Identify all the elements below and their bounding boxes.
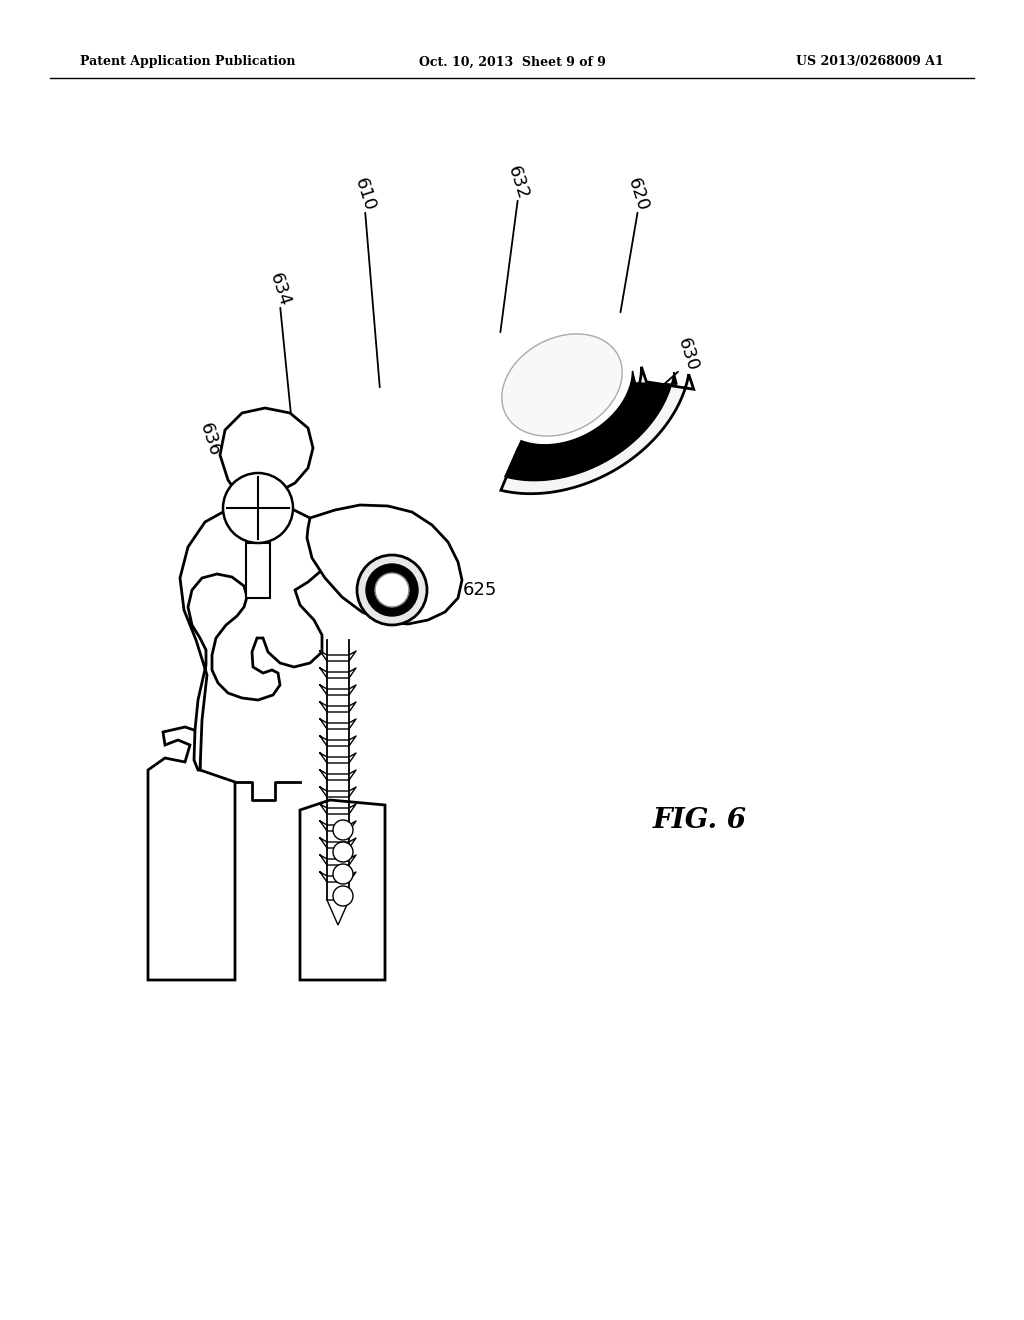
Text: 610: 610 bbox=[351, 176, 379, 214]
Circle shape bbox=[333, 842, 353, 862]
Text: 632: 632 bbox=[504, 164, 531, 202]
Circle shape bbox=[375, 573, 409, 607]
Text: 620: 620 bbox=[625, 176, 652, 214]
Circle shape bbox=[333, 865, 353, 884]
Text: 630: 630 bbox=[674, 337, 701, 374]
Polygon shape bbox=[327, 900, 349, 925]
Text: Oct. 10, 2013  Sheet 9 of 9: Oct. 10, 2013 Sheet 9 of 9 bbox=[419, 55, 605, 69]
Text: 634: 634 bbox=[266, 271, 294, 309]
Text: Patent Application Publication: Patent Application Publication bbox=[80, 55, 296, 69]
Polygon shape bbox=[246, 543, 270, 598]
Text: 625: 625 bbox=[463, 581, 498, 599]
Polygon shape bbox=[220, 408, 313, 500]
Text: US 2013/0268009 A1: US 2013/0268009 A1 bbox=[797, 55, 944, 69]
Circle shape bbox=[357, 554, 427, 624]
Circle shape bbox=[366, 564, 418, 616]
Polygon shape bbox=[148, 727, 234, 979]
Circle shape bbox=[223, 473, 293, 543]
Polygon shape bbox=[502, 334, 623, 436]
Polygon shape bbox=[505, 371, 677, 480]
Text: 636: 636 bbox=[197, 421, 224, 459]
Polygon shape bbox=[180, 502, 328, 770]
Circle shape bbox=[333, 886, 353, 906]
Text: FIG. 6: FIG. 6 bbox=[653, 807, 746, 833]
Polygon shape bbox=[501, 367, 693, 494]
Polygon shape bbox=[300, 800, 385, 979]
Circle shape bbox=[333, 820, 353, 840]
Polygon shape bbox=[307, 506, 462, 624]
